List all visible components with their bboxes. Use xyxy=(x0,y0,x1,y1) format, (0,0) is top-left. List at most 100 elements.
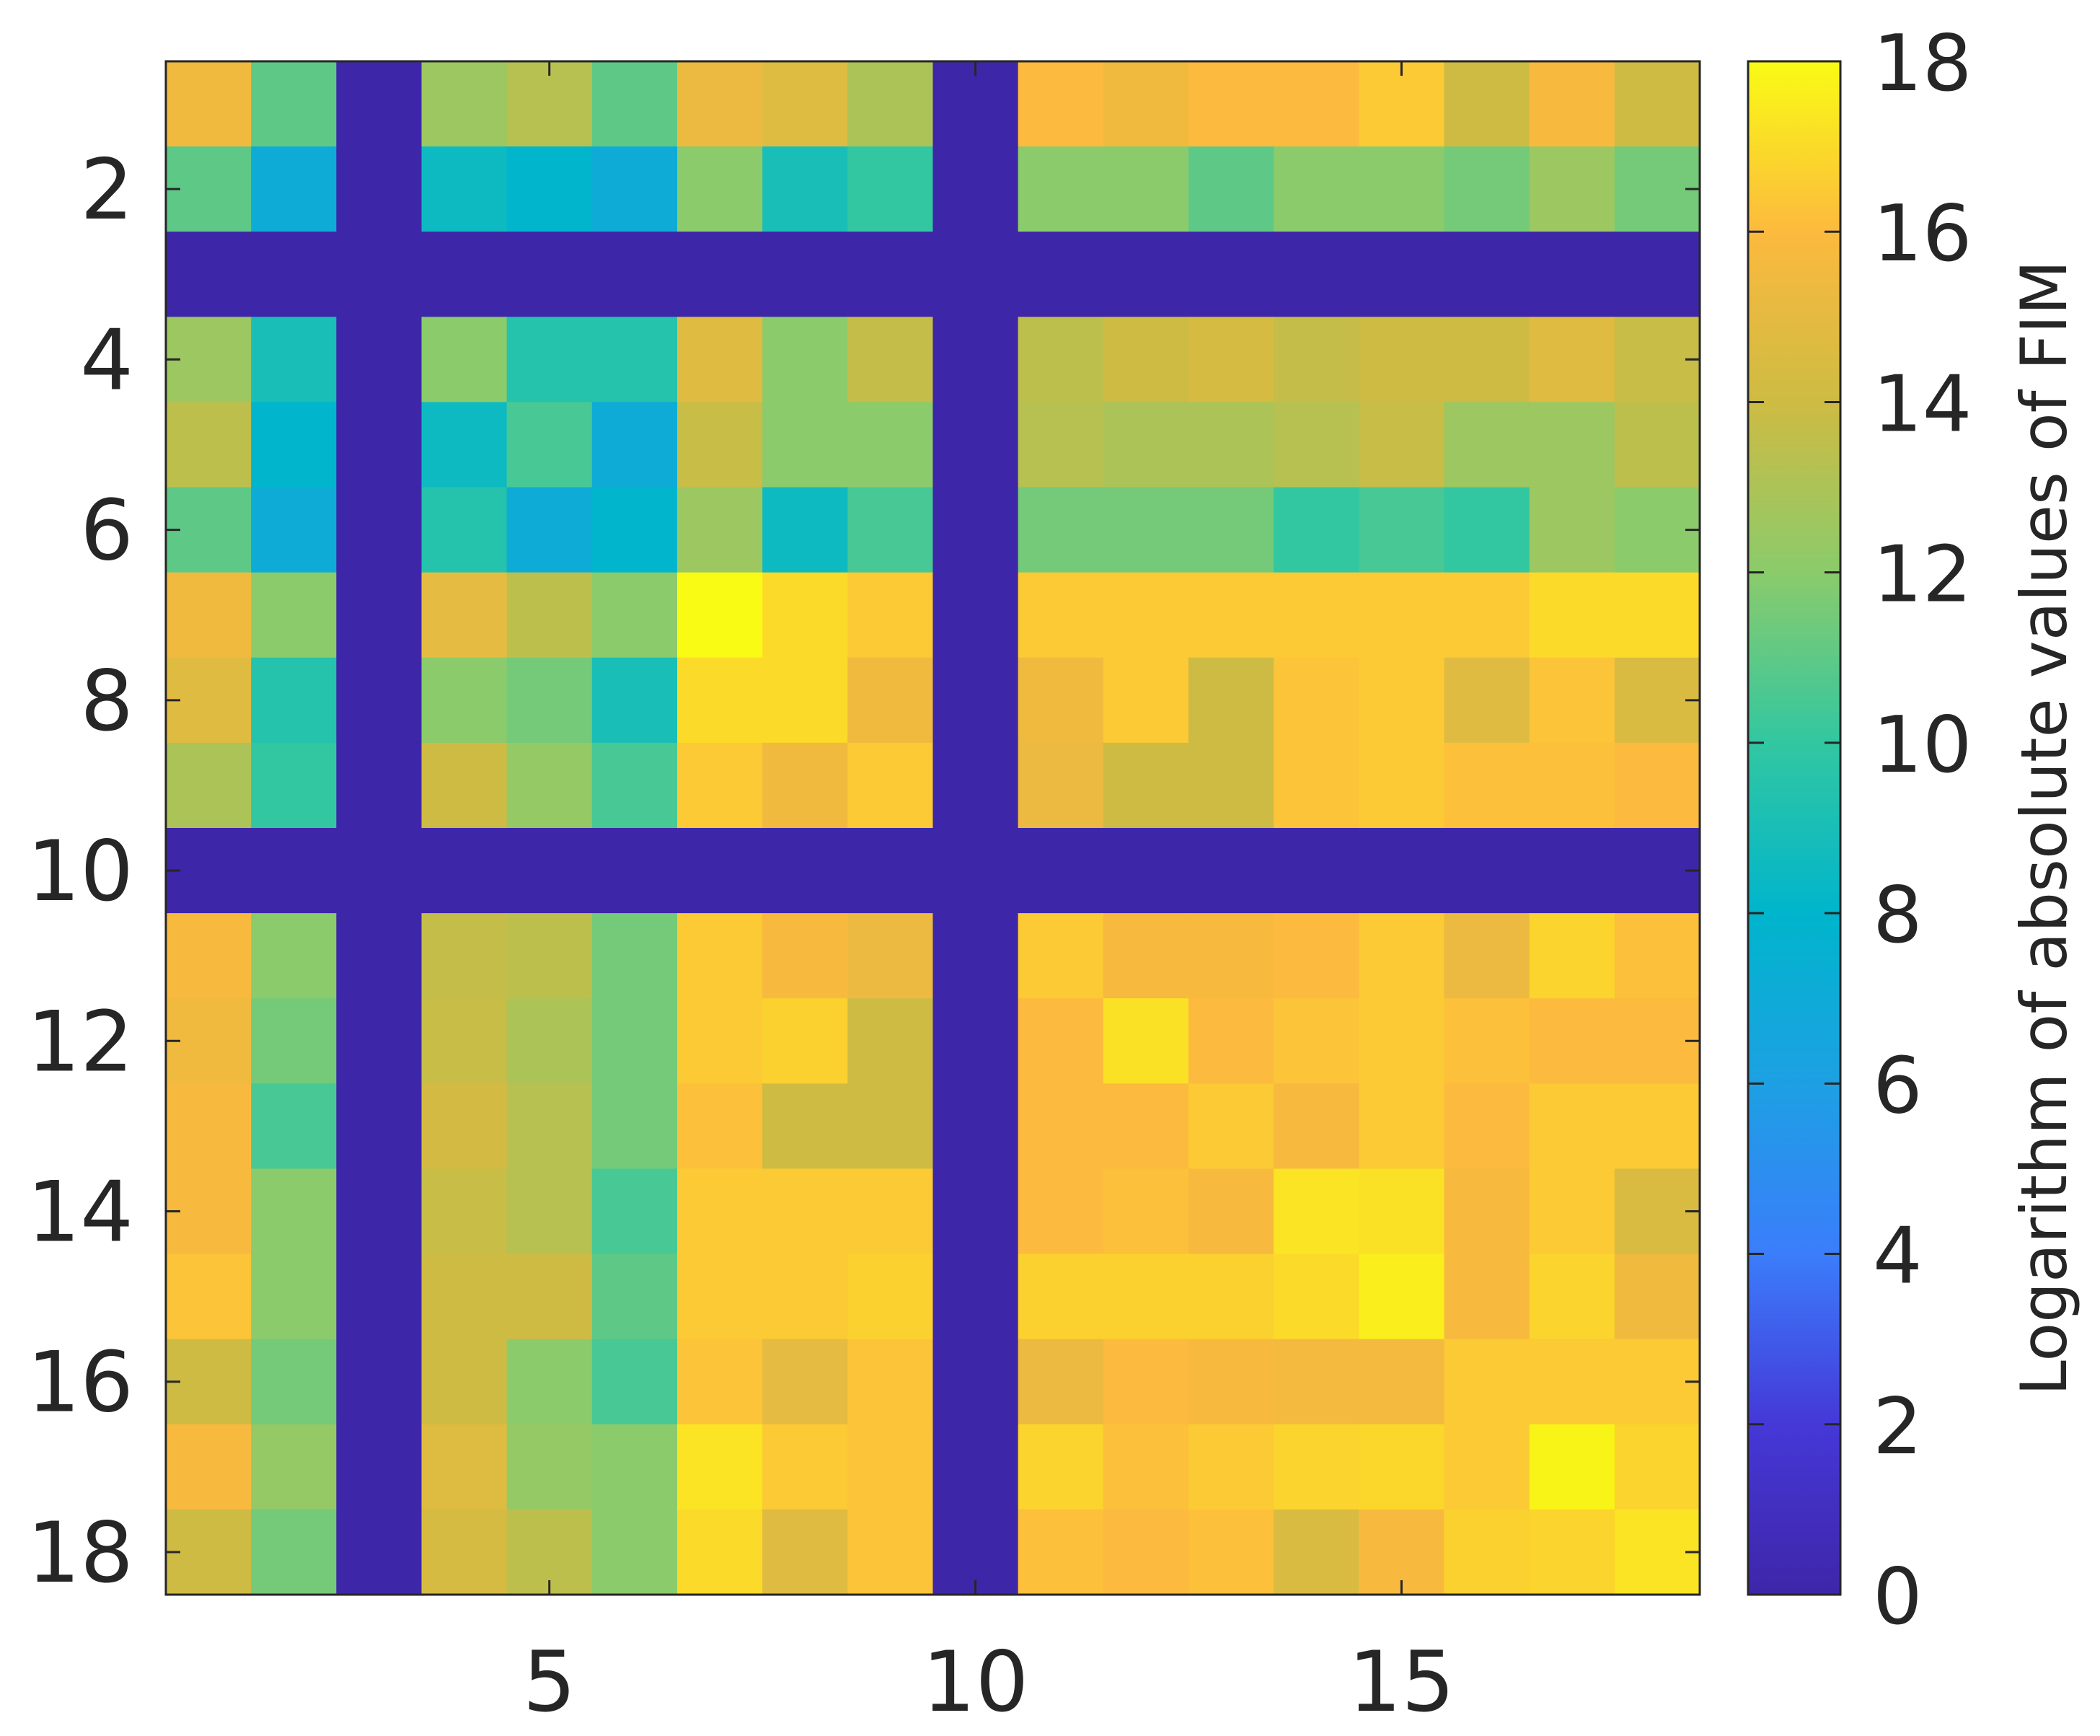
heatmap-cell xyxy=(1274,572,1359,658)
heatmap-cell xyxy=(1529,1168,1615,1255)
heatmap-cell xyxy=(251,1253,337,1340)
heatmap-cell xyxy=(1103,487,1189,573)
heatmap-cell xyxy=(251,913,337,999)
heatmap-cell xyxy=(336,1253,423,1340)
heatmap-cell xyxy=(336,1424,423,1510)
heatmap-cell xyxy=(1018,402,1104,488)
heatmap-cell xyxy=(421,1339,508,1425)
heatmap-cell xyxy=(336,1168,423,1255)
heatmap-cell xyxy=(1274,998,1359,1084)
heatmap-cell xyxy=(166,913,252,999)
heatmap-cell xyxy=(421,1424,508,1510)
heatmap-cell xyxy=(1359,1253,1445,1340)
heatmap-cells xyxy=(166,61,1700,1595)
heatmap-cell xyxy=(762,402,848,488)
heatmap-cell xyxy=(1018,1424,1104,1510)
colorbar-tick-label: 8 xyxy=(1873,871,1923,961)
heatmap-cell xyxy=(1614,1253,1700,1340)
heatmap-cell xyxy=(1274,1168,1359,1255)
heatmap-cell xyxy=(847,828,934,914)
heatmap-cell xyxy=(932,1083,1019,1170)
y-tick-label: 4 xyxy=(80,312,133,409)
heatmap-cell xyxy=(251,232,337,317)
heatmap-cell xyxy=(1103,146,1189,232)
heatmap-cell xyxy=(1188,1339,1274,1425)
heatmap-cell xyxy=(1018,146,1104,232)
heatmap-cell xyxy=(506,657,593,744)
heatmap-cell xyxy=(847,1339,934,1425)
heatmap-cell xyxy=(1018,657,1104,744)
heatmap-cell xyxy=(677,232,763,317)
heatmap-cell xyxy=(847,317,934,403)
heatmap-cell xyxy=(762,1253,848,1340)
heatmap-cell xyxy=(591,146,678,232)
heatmap-cell xyxy=(1274,1339,1359,1425)
heatmap-cell xyxy=(1103,1168,1189,1255)
heatmap-cell xyxy=(1188,1509,1274,1595)
heatmap-cell xyxy=(932,146,1019,232)
heatmap-cell xyxy=(1274,317,1359,403)
heatmap-cell xyxy=(1444,1509,1530,1595)
heatmap-cell xyxy=(251,1083,337,1170)
heatmap-cell xyxy=(506,232,593,317)
heatmap-cell xyxy=(166,1424,252,1510)
heatmap-cell xyxy=(677,1168,763,1255)
heatmap-cell xyxy=(421,828,508,914)
heatmap-cell xyxy=(336,1083,423,1170)
heatmap-cell xyxy=(1274,657,1359,744)
heatmap-cell xyxy=(932,1424,1019,1510)
heatmap-cell xyxy=(1103,1339,1189,1425)
heatmap-cell xyxy=(847,998,934,1084)
heatmap-cell xyxy=(1103,828,1189,914)
heatmap-cell xyxy=(677,1424,763,1510)
heatmap-cell xyxy=(421,61,508,147)
heatmap-cell xyxy=(421,657,508,744)
heatmap-cell xyxy=(1529,317,1615,403)
heatmap-cell xyxy=(1103,1083,1189,1170)
heatmap-cell xyxy=(1359,487,1445,573)
heatmap-cell xyxy=(677,317,763,403)
heatmap-cell xyxy=(932,828,1019,914)
heatmap-cell xyxy=(1359,317,1445,403)
heatmap-cell xyxy=(1614,232,1700,317)
heatmap-cell xyxy=(251,402,337,488)
heatmap-cell xyxy=(421,402,508,488)
heatmap-cell xyxy=(166,1083,252,1170)
heatmap-cell xyxy=(932,1253,1019,1340)
heatmap-cell xyxy=(1188,1253,1274,1340)
heatmap-cell xyxy=(762,572,848,658)
heatmap-cell xyxy=(1444,402,1530,488)
heatmap-cell xyxy=(506,828,593,914)
heatmap-cell xyxy=(1274,402,1359,488)
heatmap-cell xyxy=(677,998,763,1084)
heatmap-cell xyxy=(591,1083,678,1170)
heatmap-cell xyxy=(421,1253,508,1340)
heatmap-cell xyxy=(251,657,337,744)
heatmap-cell xyxy=(166,402,252,488)
x-tick-labels: 5 10 15 xyxy=(523,1634,1455,1731)
heatmap-cell xyxy=(932,657,1019,744)
heatmap-cell xyxy=(762,232,848,317)
heatmap-cell xyxy=(1103,317,1189,403)
heatmap-cell xyxy=(421,998,508,1084)
heatmap-cell xyxy=(1529,487,1615,573)
heatmap-cell xyxy=(1274,742,1359,829)
heatmap-cell xyxy=(677,1083,763,1170)
heatmap-cell xyxy=(591,1168,678,1255)
heatmap-cell xyxy=(677,1253,763,1340)
heatmap-cell xyxy=(1274,146,1359,232)
heatmap-cell xyxy=(251,572,337,658)
heatmap-cell xyxy=(591,913,678,999)
heatmap-cell xyxy=(932,317,1019,403)
heatmap-cell xyxy=(1444,742,1530,829)
heatmap-cell xyxy=(677,402,763,488)
heatmap-cell xyxy=(762,742,848,829)
heatmap-cell xyxy=(1614,402,1700,488)
heatmap-cell xyxy=(506,146,593,232)
heatmap-cell xyxy=(1444,232,1530,317)
heatmap-cell xyxy=(336,913,423,999)
heatmap-cell xyxy=(1018,572,1104,658)
y-tick-label: 2 xyxy=(80,141,133,239)
heatmap-cell xyxy=(932,1168,1019,1255)
